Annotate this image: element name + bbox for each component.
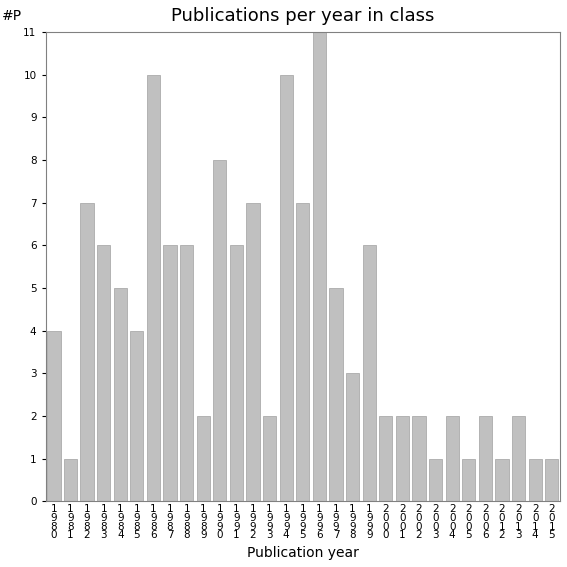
- Bar: [97, 246, 111, 501]
- Bar: [313, 32, 326, 501]
- Bar: [47, 331, 61, 501]
- Bar: [429, 459, 442, 501]
- Bar: [230, 246, 243, 501]
- Title: Publications per year in class: Publications per year in class: [171, 7, 434, 25]
- Bar: [379, 416, 392, 501]
- Bar: [64, 459, 77, 501]
- Bar: [163, 246, 177, 501]
- Bar: [496, 459, 509, 501]
- Bar: [197, 416, 210, 501]
- X-axis label: Publication year: Publication year: [247, 546, 359, 560]
- Bar: [446, 416, 459, 501]
- Y-axis label: #P: #P: [2, 9, 22, 23]
- Bar: [512, 416, 525, 501]
- Bar: [180, 246, 193, 501]
- Bar: [462, 459, 475, 501]
- Bar: [412, 416, 426, 501]
- Bar: [396, 416, 409, 501]
- Bar: [247, 202, 260, 501]
- Bar: [528, 459, 542, 501]
- Bar: [113, 288, 127, 501]
- Bar: [479, 416, 492, 501]
- Bar: [147, 75, 160, 501]
- Bar: [213, 160, 226, 501]
- Bar: [263, 416, 276, 501]
- Bar: [362, 246, 376, 501]
- Bar: [280, 75, 293, 501]
- Bar: [346, 373, 359, 501]
- Bar: [81, 202, 94, 501]
- Bar: [329, 288, 342, 501]
- Bar: [296, 202, 310, 501]
- Bar: [545, 459, 558, 501]
- Bar: [130, 331, 143, 501]
